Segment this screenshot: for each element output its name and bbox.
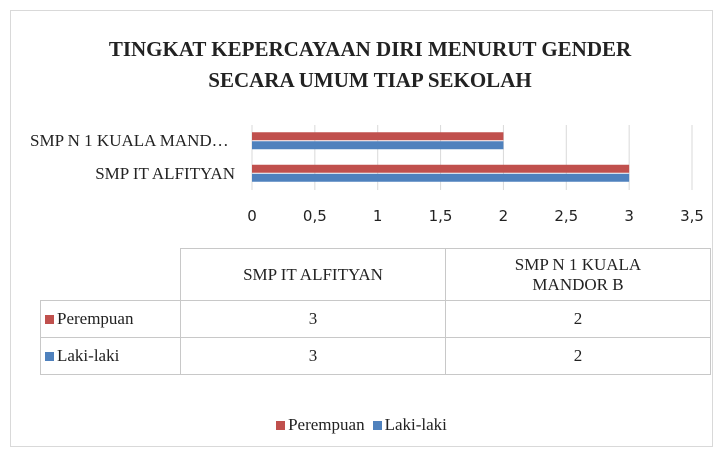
legend: Perempuan Laki-laki — [0, 415, 723, 435]
bar — [252, 132, 504, 141]
legend-label: Laki-laki — [384, 415, 447, 434]
bar — [252, 141, 504, 150]
chart-border — [10, 10, 713, 447]
table-cell: 3 — [180, 300, 446, 338]
y-tick-label: SMP N 1 KUALA MANDOR B — [30, 131, 235, 151]
x-tick-label: 2 — [498, 207, 509, 225]
table-header: SMP N 1 KUALA MANDOR B — [445, 248, 711, 301]
legend-key — [276, 421, 286, 430]
x-tick-label: 3 — [624, 207, 634, 225]
legend-key — [372, 421, 382, 430]
chart-title: TINGKAT KEPERCAYAAN DIRI MENURUT GENDER … — [108, 37, 632, 92]
legend-key — [45, 351, 54, 361]
legend-label: Perempuan — [288, 415, 365, 434]
table-cell: 2 — [445, 300, 711, 338]
legend-key — [45, 314, 54, 324]
table-header: SMP IT ALFITYAN — [180, 248, 446, 301]
x-tick-label: 0 — [247, 207, 257, 225]
table-row-header: Perempuan — [40, 300, 181, 338]
table-cell: 2 — [445, 337, 711, 375]
bar — [252, 164, 630, 173]
x-tick-label: 1 — [372, 207, 383, 225]
legend-item: Laki-laki — [372, 415, 447, 434]
x-tick-label: 2,5 — [554, 207, 579, 225]
y-tick-label: SMP IT ALFITYAN — [95, 163, 235, 183]
bar — [252, 173, 630, 182]
table-row-header: Laki-laki — [40, 337, 181, 375]
row-label: Perempuan — [57, 309, 134, 328]
legend-item: Perempuan — [276, 415, 365, 434]
row-label: Laki-laki — [57, 346, 120, 365]
table-cell: 3 — [180, 337, 446, 375]
x-tick-label: 0,5 — [302, 207, 327, 225]
x-tick-label: 1,5 — [428, 207, 453, 225]
x-tick-label: 3,5 — [680, 207, 704, 225]
